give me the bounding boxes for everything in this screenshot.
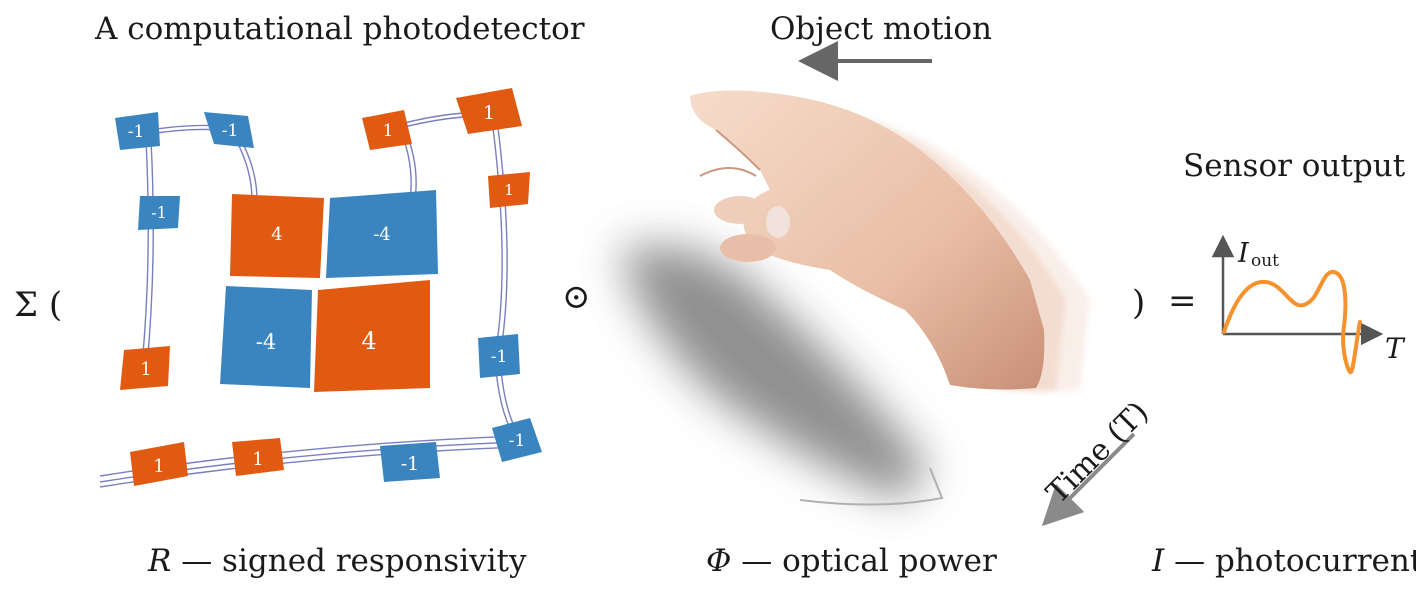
detector-title: A computational photodetector [95, 11, 585, 47]
tile-label: 4 [271, 224, 282, 245]
tile-label: -1 [222, 121, 239, 141]
tile-label: 1 [383, 121, 394, 141]
phi-text: — optical power [741, 543, 997, 579]
tile-left-mid: -1 [138, 196, 180, 230]
close-paren: ) [1132, 283, 1146, 323]
phi-symbol: Φ [706, 543, 732, 579]
hadamard-product-symbol: ⊙ [562, 277, 591, 317]
r-symbol: R [148, 543, 172, 579]
tile-label: -1 [509, 431, 526, 451]
tile-bottom-1: 1 [130, 442, 188, 486]
hand-shadow [620, 245, 930, 500]
sensor-output-label: Sensor output [1183, 148, 1406, 184]
plot-x-symbol: T [1385, 332, 1406, 365]
photocurrent-curve [1222, 270, 1362, 375]
object-motion-label: Object motion [770, 11, 992, 47]
tile-center-top-right: -4 [326, 190, 438, 278]
tile-label: -1 [491, 347, 508, 367]
tile-label: 1 [483, 102, 495, 124]
tile-top-right-1: 1 [362, 110, 412, 150]
tile-left-low: 1 [120, 346, 170, 390]
photodetector-array: -1 -1 1 1 -1 1 4 -4 -4 4 1 -1 1 1 -1 -1 [99, 88, 542, 488]
tile-label: 4 [361, 327, 376, 355]
equals-sign: = [1168, 281, 1197, 321]
tile-top-left-2: -1 [204, 112, 254, 148]
tile-label: -4 [373, 224, 391, 245]
caption-responsivity: R — signed responsivity [148, 546, 527, 577]
tile-label: -1 [151, 203, 167, 222]
shadow-edge [799, 467, 944, 506]
caption-optical-power: Φ — optical power [706, 546, 997, 577]
tile-bottom-3: -1 [380, 442, 440, 482]
tile-right-mid: 1 [488, 172, 530, 208]
i-symbol: I [1152, 543, 1165, 579]
tile-label: 1 [252, 449, 263, 470]
tile-bottom-2: 1 [232, 438, 284, 476]
tile-top-right-2: 1 [456, 88, 522, 134]
tile-center-top-left: 4 [230, 194, 324, 278]
tile-center-bottom-left: -4 [220, 286, 312, 388]
tile-bottom-4: -1 [492, 418, 542, 462]
hand [690, 90, 1045, 390]
tile-label: -4 [256, 330, 276, 354]
time-arrow [1041, 432, 1136, 527]
tile-center-bottom-right: 4 [314, 280, 430, 392]
sum-open-paren: Σ ( [14, 285, 63, 325]
tile-right-low: -1 [478, 334, 520, 378]
plot-y-symbol: I [1237, 238, 1250, 269]
tile-label: 1 [153, 456, 164, 477]
plot-y-subscript: out [1251, 251, 1279, 271]
tile-label: -1 [401, 453, 420, 475]
tile-label: -1 [128, 122, 145, 142]
caption-photocurrent: I — photocurrent [1152, 546, 1416, 577]
tile-label: 1 [504, 181, 514, 199]
i-text: — photocurrent [1174, 543, 1416, 579]
tile-label: 1 [140, 359, 151, 380]
tile-top-left-1: -1 [115, 112, 160, 150]
r-text: — signed responsivity [181, 543, 527, 579]
